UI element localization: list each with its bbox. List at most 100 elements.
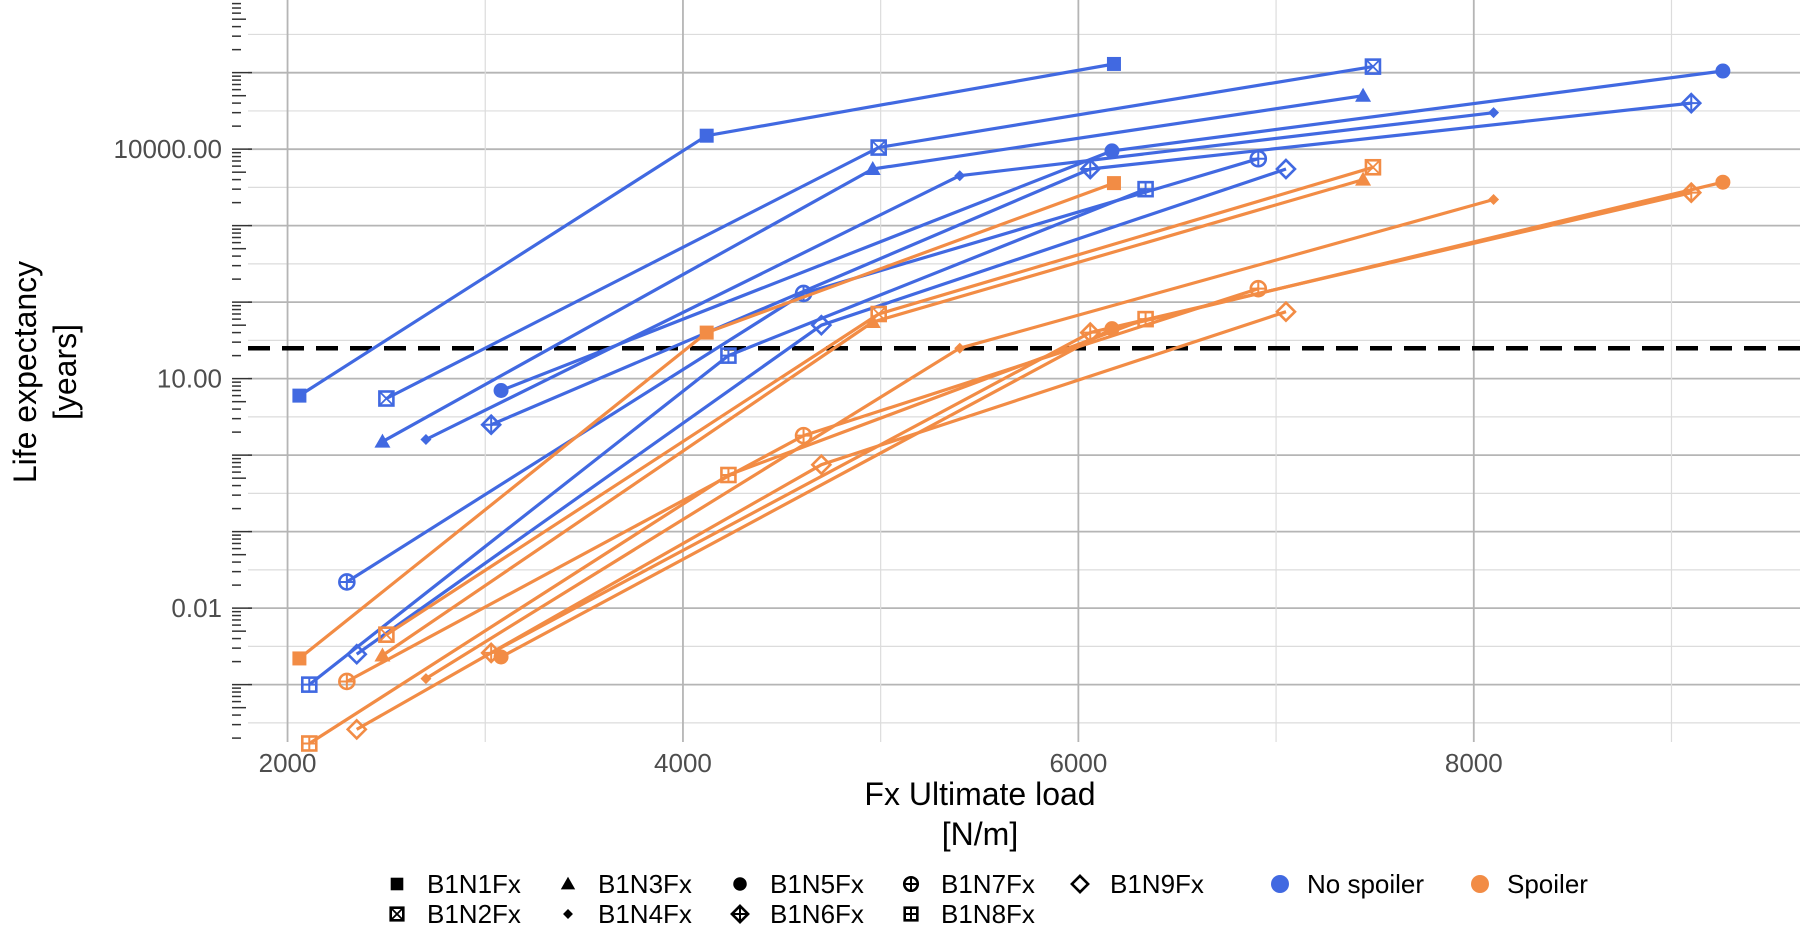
marker-square [699, 128, 714, 143]
marker-diamond-small [1488, 107, 1500, 119]
marker-circle-plus-cross [1250, 281, 1266, 297]
series-B1N9Fx-no-spoiler [345, 158, 1297, 666]
series-B1N1Fx-no-spoiler [292, 56, 1121, 403]
marker-circle-plus-cross [796, 428, 812, 444]
marker-square-x-cross [378, 390, 395, 407]
series-line [355, 167, 1287, 656]
series-B1N3Fx-no-spoiler [374, 87, 1372, 448]
marker-square-plus-cross [302, 677, 317, 692]
series-B1N2Fx-no-spoiler [378, 58, 1382, 407]
y-axis-title: Life expectancy [7, 261, 43, 483]
legend-label: B1N3Fx [598, 869, 692, 899]
marker-triangle [560, 876, 576, 890]
marker-square-plus-cross [1138, 182, 1153, 197]
y-tick-label: 10000.00 [114, 134, 222, 164]
legend-label: Spoiler [1507, 869, 1588, 899]
marker-diamond-plus-cross [1682, 183, 1701, 202]
x-tick-label: 6000 [1049, 748, 1107, 778]
marker-square-x [389, 906, 405, 922]
marker-diamond-open [1275, 158, 1297, 180]
marker-square-x [378, 626, 395, 643]
marker-square-plus-cross [1138, 312, 1153, 327]
series-B1N5Fx-no-spoiler [493, 63, 1731, 398]
y-tick-label: 0.01 [171, 593, 222, 623]
series-B1N7Fx-spoiler [338, 279, 1268, 691]
marker-triangle [864, 161, 881, 176]
legend-item-B1N8Fx: B1N8Fx [903, 899, 1035, 929]
marker-square-x-cross [871, 139, 887, 156]
series-line [385, 165, 1374, 637]
axes: 0.01 10.00 10000.00 2000 4000 6000 8000 [114, 2, 1503, 778]
legend-label: B1N4Fx [598, 899, 692, 929]
marker-triangle [374, 433, 391, 448]
marker-diamond-plus-cross [482, 415, 501, 434]
legend-item-B1N6Fx: B1N6Fx [730, 899, 864, 929]
marker-square [1106, 56, 1121, 71]
marker-circle-plus-cross [904, 877, 918, 891]
legend-label: B1N7Fx [941, 869, 1035, 899]
legend-label: B1N8Fx [941, 899, 1035, 929]
marker-diamond-small [420, 434, 432, 446]
series-B1N8Fx-spoiler [300, 310, 1154, 752]
series-B1N6Fx-no-spoiler [480, 92, 1703, 436]
marker-square-x-cross [1365, 159, 1381, 175]
marker-triangle [864, 314, 881, 329]
marker-triangle [1355, 87, 1372, 102]
series-line [355, 310, 1287, 731]
marker-diamond-plus-cross [1682, 94, 1701, 113]
series-line [490, 191, 1692, 655]
marker-circle [733, 877, 747, 891]
legend-color-dot [1271, 875, 1289, 893]
legend-label: B1N9Fx [1110, 869, 1204, 899]
marker-circle-plus-cross [1250, 151, 1266, 167]
marker-diamond-small [563, 909, 573, 919]
series-B1N3Fx-spoiler [374, 171, 1372, 662]
x-tick-label: 4000 [654, 748, 712, 778]
marker-diamond-open [345, 718, 368, 741]
x-tick-label: 8000 [1445, 748, 1503, 778]
legend-color-no-spoiler: No spoiler [1271, 869, 1424, 899]
y-axis-title-group: Life expectancy [years] [7, 261, 83, 483]
marker-square-plus-cross [721, 468, 736, 483]
series-layer [292, 56, 1731, 752]
marker-diamond-open [810, 453, 833, 476]
marker-square [390, 877, 404, 891]
legend-item-B1N7Fx: B1N7Fx [902, 869, 1035, 899]
marker-diamond-open [1275, 300, 1297, 323]
legend-item-B1N5Fx: B1N5Fx [733, 869, 864, 899]
marker-diamond-small [420, 673, 432, 685]
marker-diamond-plus-cross [1081, 160, 1100, 179]
x-axis-unit: [N/m] [942, 816, 1018, 852]
marker-circle [493, 382, 509, 398]
marker-square-x [378, 390, 395, 407]
marker-square [292, 388, 307, 403]
marker-square-plus-cross [721, 348, 736, 363]
marker-square-plus-cross [302, 736, 317, 751]
marker-square-plus-cross [904, 907, 918, 921]
y-tick-label: 10.00 [157, 364, 222, 394]
marker-square [292, 651, 307, 666]
series-B1N1Fx-spoiler [292, 176, 1121, 666]
marker-diamond-open [810, 314, 833, 337]
marker-square-x-cross [1365, 58, 1381, 75]
y-axis-unit: [years] [47, 324, 83, 420]
series-line [425, 197, 1495, 680]
marker-square [699, 325, 714, 340]
marker-square-x-cross [378, 627, 395, 643]
marker-diamond-small [954, 342, 966, 354]
legend-label: B1N1Fx [427, 869, 521, 899]
marker-diamond-plus-cross [731, 905, 749, 923]
marker-square-x-cross [390, 907, 404, 921]
x-axis-title: Fx Ultimate load [864, 776, 1095, 812]
marker-circle [1104, 143, 1120, 159]
legend-item-B1N9Fx: B1N9Fx [1070, 869, 1204, 899]
marker-triangle [374, 647, 391, 662]
grid [248, 0, 1800, 742]
series-line [298, 62, 1115, 397]
series-B1N6Fx-spoiler [480, 181, 1703, 664]
legend-item-B1N2Fx: B1N2Fx [389, 899, 521, 929]
marker-square-x [870, 139, 887, 156]
marker-triangle [1355, 171, 1372, 186]
